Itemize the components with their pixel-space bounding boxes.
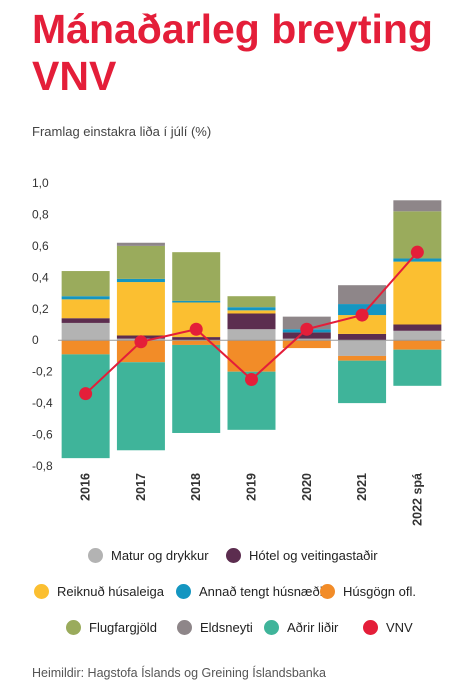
- legend-swatch-vnv: [363, 620, 378, 635]
- legend-swatch-husgogn: [320, 584, 335, 599]
- bar-segment-husgogn: [393, 340, 442, 350]
- bar-segment-adrir: [172, 344, 221, 433]
- stacked-bar-chart: 1,0 0,8 0,6 0,4 0,2 0 -0,2 -0,4 -0,6 -0,8 2016 2017…: [32, 176, 445, 526]
- legend-swatch-matur: [88, 548, 103, 563]
- legend-label-flug: Flugfargjöld: [89, 620, 157, 635]
- x-category-label: 2016: [79, 473, 93, 501]
- vnv-marker: [300, 322, 314, 336]
- bar-segment-hotel: [227, 313, 276, 330]
- bar-segment-matur: [282, 338, 331, 341]
- chart-legend: Matur og drykkur Hótel og veitingastaðir…: [0, 540, 460, 650]
- bar-segment-matur: [61, 322, 110, 341]
- legend-label-adrir: Aðrir liðir: [287, 620, 339, 635]
- legend-item-matur: Matur og drykkur: [88, 548, 209, 563]
- y-tick-label: -0,8: [32, 459, 53, 473]
- y-tick-label: 1,0: [32, 176, 49, 190]
- y-tick-label: 0,2: [32, 302, 49, 316]
- bar-segment-annad: [61, 296, 110, 300]
- legend-swatch-adrir: [264, 620, 279, 635]
- legend-swatch-flug: [66, 620, 81, 635]
- bar-segment-flug: [61, 271, 110, 297]
- legend-item-annad: Annað tengt húsnæði: [176, 584, 323, 599]
- bar-segment-adrir: [393, 349, 442, 386]
- legend-label-husaleiga: Reiknuð húsaleiga: [57, 584, 164, 599]
- legend-label-matur: Matur og drykkur: [111, 548, 209, 563]
- bar-segment-annad: [393, 258, 442, 262]
- legend-item-vnv: VNV: [363, 620, 413, 635]
- vnv-marker: [410, 245, 424, 259]
- bar-segment-husgogn: [172, 340, 221, 345]
- bar-segment-adrir: [61, 354, 110, 459]
- bar-segment-adrir: [116, 362, 165, 451]
- bar-segment-husaleiga: [338, 315, 387, 334]
- bar-segment-annad: [227, 307, 276, 311]
- bar-segment-flug: [116, 245, 165, 279]
- legend-item-flug: Flugfargjöld: [66, 620, 157, 635]
- legend-item-husgogn: Húsgögn ofl.: [320, 584, 416, 599]
- y-tick-label: 0: [32, 333, 39, 347]
- bar-segment-eldsneyti: [393, 200, 442, 212]
- vnv-marker: [245, 373, 258, 387]
- vnv-marker: [79, 387, 93, 401]
- bar-segment-husaleiga: [393, 261, 442, 325]
- x-category-label: 2020: [300, 473, 314, 501]
- bar-segment-matur: [393, 330, 442, 341]
- bar-segment-husgogn: [227, 340, 276, 372]
- chart-subtitle: Framlag einstakra liða í júlí (%): [32, 124, 212, 139]
- x-category-label: 2022 spá: [410, 473, 424, 526]
- source-note: Heimildir: Hagstofa Íslands og Greining …: [32, 666, 326, 680]
- bar-segment-husgogn: [61, 340, 110, 355]
- legend-swatch-hotel: [226, 548, 241, 563]
- bar-segment-husaleiga: [116, 282, 165, 336]
- bar-segment-matur: [227, 329, 276, 341]
- y-tick-label: 0,6: [32, 239, 49, 253]
- bar-segment-hotel: [393, 324, 442, 331]
- bar-segment-husaleiga: [227, 310, 276, 314]
- bar-segment-eldsneyti: [116, 242, 165, 246]
- legend-item-eldsneyti: Eldsneyti: [177, 620, 253, 635]
- bar-segment-husgogn: [282, 340, 331, 349]
- legend-label-husgogn: Húsgögn ofl.: [343, 584, 416, 599]
- bar-segment-adrir: [338, 360, 387, 404]
- bar-segment-hotel: [61, 318, 110, 323]
- bar-segment-husaleiga: [61, 299, 110, 319]
- legend-item-hotel: Hótel og veitingastaðir: [226, 548, 378, 563]
- bar-segment-husgogn: [116, 340, 165, 363]
- chart-title: Mánaðarleg breyting VNV: [32, 6, 433, 99]
- x-category-label: 2017: [134, 473, 148, 501]
- y-tick-label: -0,2: [32, 365, 53, 379]
- bar-segment-hotel: [172, 337, 221, 341]
- bar-segment-flug: [227, 296, 276, 308]
- legend-label-annad: Annað tengt húsnæði: [199, 584, 323, 599]
- legend-item-adrir: Aðrir liðir: [264, 620, 338, 635]
- x-category-label: 2018: [189, 473, 203, 501]
- bar-segment-flug: [172, 252, 221, 301]
- bar-segment-annad: [116, 278, 165, 283]
- legend-swatch-annad: [176, 584, 191, 599]
- y-tick-label: 0,8: [32, 207, 49, 221]
- legend-swatch-husaleiga: [34, 584, 49, 599]
- legend-label-hotel: Hótel og veitingastaðir: [249, 548, 378, 563]
- x-category-label: 2021: [355, 473, 369, 501]
- legend-item-husaleiga: Reiknuð húsaleiga: [34, 584, 164, 599]
- x-category-label: 2019: [245, 473, 259, 501]
- bar-segment-annad: [172, 300, 221, 303]
- bar-segment-matur: [338, 340, 387, 356]
- legend-label-vnv: VNV: [386, 620, 413, 635]
- legend-swatch-eldsneyti: [177, 620, 192, 635]
- legend-label-eldsneyti: Eldsneyti: [200, 620, 253, 635]
- y-tick-label: 0,4: [32, 270, 49, 284]
- bar-segment-eldsneyti: [338, 285, 387, 305]
- bar-segment-husgogn: [338, 355, 387, 361]
- y-tick-label: -0,4: [32, 396, 53, 410]
- vnv-marker: [134, 335, 148, 349]
- bar-segment-hotel: [338, 333, 387, 341]
- y-tick-label: -0,6: [32, 428, 53, 442]
- vnv-marker: [189, 322, 203, 336]
- vnv-marker: [355, 308, 369, 322]
